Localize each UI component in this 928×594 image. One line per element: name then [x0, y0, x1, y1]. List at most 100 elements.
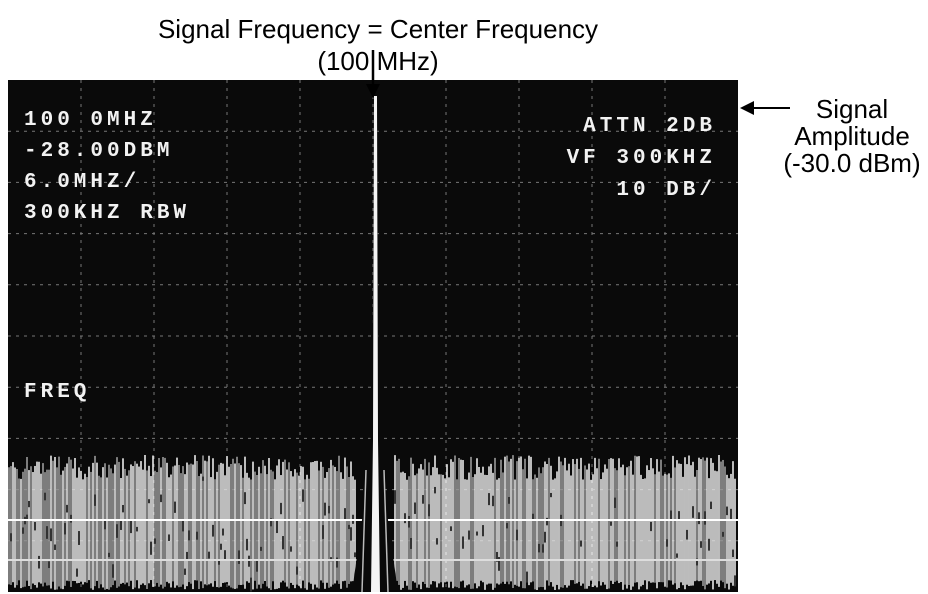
noise-gap [64, 523, 66, 535]
peak-skirt [361, 469, 367, 593]
noise-gap [436, 538, 438, 545]
noise-gap [506, 523, 508, 529]
noise-gap [496, 551, 498, 562]
noise-gap [160, 494, 162, 503]
noise-gap [676, 553, 678, 558]
noise-gap [148, 499, 150, 504]
noise-gap [394, 490, 396, 504]
noise-gap [488, 493, 490, 506]
noise-gap [404, 513, 406, 524]
noise-gap [580, 540, 582, 547]
noise-gap [38, 555, 40, 569]
noise-gap [250, 577, 252, 592]
noise-gap [290, 546, 292, 552]
noise-gap [270, 518, 272, 527]
noise-gap [66, 504, 68, 513]
screen-readout: VF 300KHZ [567, 147, 716, 170]
noise-gap [542, 544, 544, 553]
noise-gap [186, 551, 188, 561]
noise-gap [696, 558, 698, 566]
noise-gap [698, 512, 700, 525]
noise-gap [730, 508, 732, 520]
noise-gap [704, 511, 706, 525]
noise-gap [678, 511, 680, 522]
noise-gap [492, 495, 494, 507]
noise-gap [154, 538, 156, 544]
noise-gap [414, 502, 416, 514]
noise-gap [350, 527, 352, 541]
screen-readout: 10 DB/ [616, 179, 716, 202]
screen-readout: 300KHZ RBW [24, 202, 190, 225]
noise-gap [196, 531, 198, 540]
annotation-right: Signal [816, 94, 888, 124]
noise-gap [70, 514, 72, 523]
noise-gap [168, 534, 170, 541]
noise-gap [546, 517, 548, 526]
noise-gap [34, 522, 36, 531]
screen-readout: 100 0MHZ [24, 109, 157, 132]
noise-gap [498, 557, 500, 571]
noise-gap [670, 510, 672, 521]
noise-gap [28, 500, 30, 508]
noise-gap [256, 559, 258, 572]
noise-gap [324, 502, 326, 516]
noise-gap [218, 560, 220, 565]
noise-gap [544, 531, 546, 543]
noise-gap [174, 501, 176, 513]
noise-gap [650, 521, 652, 532]
noise-gap [710, 501, 712, 510]
noise-gap [222, 528, 224, 536]
noise-gap [188, 530, 190, 541]
noise-gap [422, 495, 424, 504]
noise-gap [336, 557, 338, 568]
noise-gap [224, 550, 226, 561]
noise-gap [732, 549, 734, 558]
noise-gap [614, 497, 616, 508]
screen-readout: 6.0MHZ/ [24, 171, 140, 194]
noise-gap [348, 524, 350, 530]
noise-gap [94, 494, 96, 506]
noise-gap [434, 486, 436, 494]
screen-readout: -28.00DBM [24, 140, 173, 163]
noise-gap [296, 566, 298, 575]
noise-gap [108, 552, 110, 558]
noise-gap [136, 526, 138, 532]
annotation-right: (-30.0 dBm) [783, 148, 920, 178]
noise-gap [182, 520, 184, 532]
noise-gap [150, 541, 152, 555]
noise-gap [48, 561, 50, 569]
noise-gap [282, 536, 284, 550]
noise-gap [26, 514, 28, 522]
noise-gap [276, 519, 278, 534]
screen-readout: ATTN 2DB [583, 115, 716, 138]
noise-gap [692, 506, 694, 518]
noise-floor [8, 455, 738, 592]
peak-skirt [383, 469, 389, 593]
noise-gap [538, 543, 540, 553]
noise-gap [130, 520, 132, 534]
noise-gap [328, 505, 330, 514]
annotation-top: (100 MHz) [317, 46, 438, 76]
noise-gap [450, 526, 452, 532]
noise-gap [116, 524, 118, 538]
noise-gap [726, 506, 728, 516]
noise-gap [208, 551, 210, 559]
noise-gap [260, 546, 262, 551]
noise-gap [78, 531, 80, 545]
noise-gap [482, 525, 484, 537]
noise-gap [476, 531, 478, 536]
noise-gap [22, 527, 24, 534]
noise-gap [428, 504, 430, 517]
noise-gap [184, 568, 186, 575]
noise-gap [120, 520, 122, 530]
noise-gap [244, 492, 246, 505]
noise-gap [202, 476, 204, 481]
noise-gap [722, 531, 724, 537]
noise-gap [220, 543, 222, 550]
noise-gap [238, 550, 240, 564]
signal-peak [371, 96, 380, 592]
arrow-head [366, 84, 380, 98]
noise-gap [708, 538, 710, 551]
noise-gap [610, 521, 612, 526]
